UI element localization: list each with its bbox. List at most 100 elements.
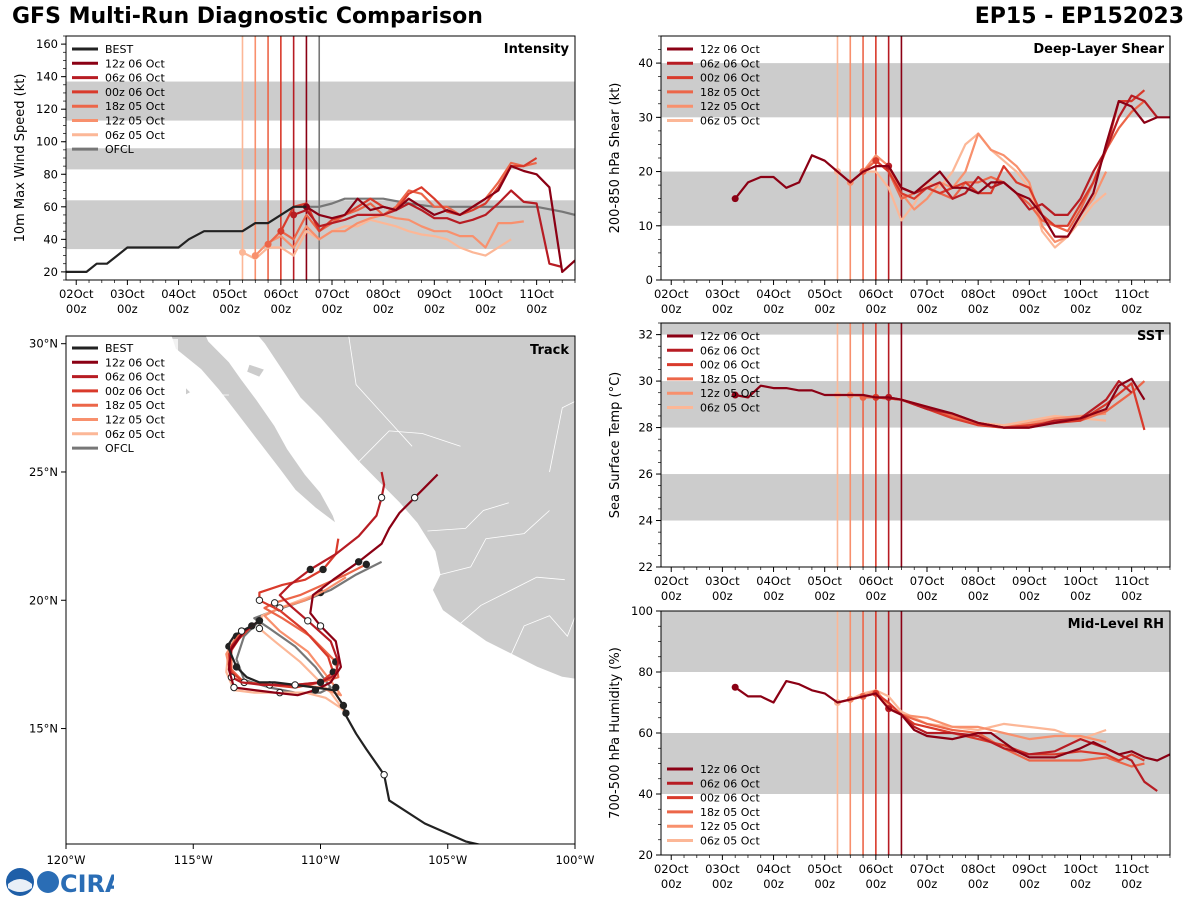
panel-title: Intensity xyxy=(504,42,570,57)
state-border xyxy=(358,430,461,462)
legend-label: 06z 05 Oct xyxy=(105,428,165,441)
series-start-dot xyxy=(731,195,739,203)
legend-label: 00z 06 Oct xyxy=(700,792,760,805)
series-start-dot xyxy=(731,391,739,399)
x-tick-label: 05Oct xyxy=(807,574,842,588)
panel-sst: 22242628303202Oct00z03Oct00z04Oct00z05Oc… xyxy=(608,322,1171,603)
x-tick-sublabel: 00z xyxy=(1019,877,1040,891)
legend-label: 12z 06 Oct xyxy=(105,356,165,369)
track-marker xyxy=(306,565,315,574)
x-tick-sublabel: 00z xyxy=(814,302,835,316)
track-marker xyxy=(270,599,279,607)
y-axis-label: 10m Max Wind Speed (kt) xyxy=(13,74,28,243)
legend-label: BEST xyxy=(105,43,133,56)
x-tick-sublabel: 00z xyxy=(373,302,394,316)
y-tick-label: 40 xyxy=(638,56,653,70)
x-tick-label: 11Oct xyxy=(1114,287,1149,301)
series-start-dot xyxy=(731,683,739,691)
track-marker xyxy=(304,617,312,625)
x-tick-sublabel: 00z xyxy=(661,589,682,603)
panel-rh: 2040608010002Oct00z03Oct00z04Oct00z05Oct… xyxy=(608,604,1171,891)
legend-label: 12z 05 Oct xyxy=(700,100,760,113)
track-marker xyxy=(316,678,325,687)
legend-label: 18z 05 Oct xyxy=(105,399,165,412)
x-tick-sublabel: 00z xyxy=(763,302,784,316)
shade-band xyxy=(66,148,575,170)
x-tick-label: 11Oct xyxy=(1114,862,1149,876)
y-tick-label: 100 xyxy=(36,135,58,149)
x-tick-sublabel: 00z xyxy=(322,302,343,316)
x-tick-label: 05Oct xyxy=(807,862,842,876)
track-marker xyxy=(255,596,264,604)
x-tick-label: 06Oct xyxy=(859,287,894,301)
x-tick-label: 02Oct xyxy=(654,574,689,588)
state-border xyxy=(511,615,575,655)
legend-label: 12z 05 Oct xyxy=(105,115,165,128)
x-tick-label: 09Oct xyxy=(1012,287,1047,301)
y-tick-label: 30°N xyxy=(29,337,58,351)
legend-label: 06z 05 Oct xyxy=(700,835,760,848)
x-tick-sublabel: 00z xyxy=(763,877,784,891)
x-tick-label: 06Oct xyxy=(859,862,894,876)
legend-label: 18z 05 Oct xyxy=(105,100,165,113)
y-tick-label: 160 xyxy=(36,37,58,51)
x-tick-sublabel: 00z xyxy=(917,877,938,891)
panel-track: 120°W 115°W 110°W 105°W 100°W 15°N 20°N 25°N 30°… xyxy=(29,335,595,867)
series-start-dot xyxy=(302,203,310,211)
x-tick-sublabel: 00z xyxy=(66,302,87,316)
state-border xyxy=(348,336,413,447)
y-tick-label: 20 xyxy=(638,165,653,179)
x-tick-sublabel: 00z xyxy=(814,589,835,603)
x-tick-sublabel: 00z xyxy=(917,589,938,603)
x-tick-sublabel: 00z xyxy=(168,302,189,316)
x-tick-label: 07Oct xyxy=(910,287,945,301)
y-tick-label: 30 xyxy=(638,374,653,388)
x-tick-sublabel: 00z xyxy=(661,877,682,891)
axes-frame xyxy=(660,322,1171,568)
x-tick-sublabel: 00z xyxy=(814,877,835,891)
y-axis-label: Sea Surface Temp (°C) xyxy=(608,372,623,519)
legend-label: 06z 06 Oct xyxy=(700,777,760,790)
legend-label: 18z 05 Oct xyxy=(700,86,760,99)
track-marker xyxy=(362,560,371,569)
legend-label: 06z 06 Oct xyxy=(700,57,760,70)
legend-label: 00z 06 Oct xyxy=(700,359,760,372)
x-tick-label: 04Oct xyxy=(161,287,196,301)
x-tick-label: 02Oct xyxy=(59,287,94,301)
y-tick-label: 60 xyxy=(638,726,653,740)
series-line xyxy=(836,132,1107,249)
x-tick-label: 09Oct xyxy=(1012,574,1047,588)
shade-band xyxy=(661,63,1170,118)
logo-text: CIRA xyxy=(60,870,114,898)
legend-label: 06z 06 Oct xyxy=(105,72,165,85)
track-marker xyxy=(230,683,238,692)
x-tick-sublabel: 00z xyxy=(1019,302,1040,316)
series-line xyxy=(887,94,1159,216)
x-tick-sublabel: 00z xyxy=(1070,877,1091,891)
y-tick-label: 22 xyxy=(638,560,653,574)
figure-title: GFS Multi-Run Diagnostic Comparison xyxy=(12,4,483,29)
track-marker xyxy=(495,846,501,852)
x-tick-sublabel: 00z xyxy=(1070,302,1091,316)
y-tick-label: 20 xyxy=(638,848,653,862)
y-tick-label: 10 xyxy=(638,219,653,233)
land-group xyxy=(170,336,575,680)
series-line xyxy=(734,377,1146,429)
x-tick-label: 07Oct xyxy=(910,862,945,876)
series-start-dot xyxy=(290,211,298,219)
x-tick-sublabel: 00z xyxy=(1121,302,1142,316)
x-tick-sublabel: 00z xyxy=(917,302,938,316)
track-marker xyxy=(380,771,388,779)
x-tick-label: 11Oct xyxy=(519,287,554,301)
y-axis-label: 200-850 hPa Shear (kt) xyxy=(608,83,623,234)
legend-label: 06z 05 Oct xyxy=(700,115,760,128)
island xyxy=(185,386,192,396)
track-marker xyxy=(316,622,325,630)
y-tick-label: 15°N xyxy=(29,722,58,736)
x-tick-sublabel: 00z xyxy=(968,302,989,316)
panel-shear: 01020304002Oct00z03Oct00z04Oct00z05Oct00… xyxy=(608,35,1171,316)
series-line xyxy=(734,99,1170,238)
cira-logo: CIRA xyxy=(4,866,124,898)
shade-band xyxy=(661,474,1170,521)
legend-label: 12z 06 Oct xyxy=(105,57,165,70)
